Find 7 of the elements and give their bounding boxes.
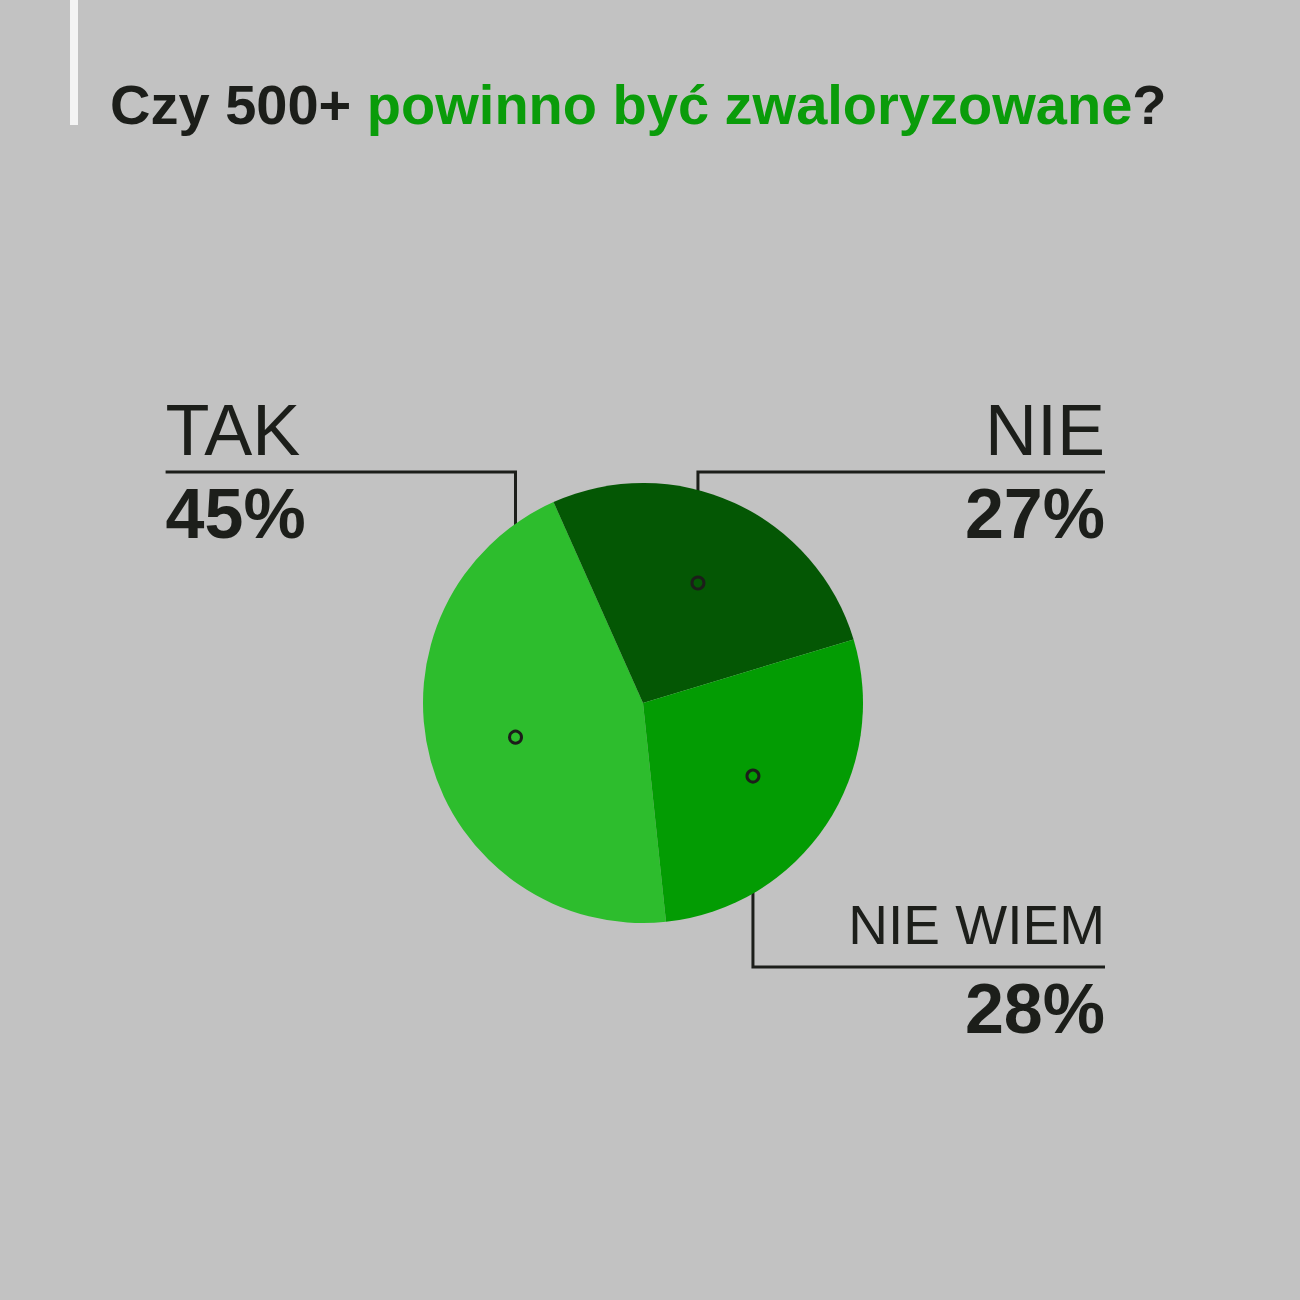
chart-title: Czy 500+ powinno być zwaloryzowane? <box>110 73 1167 136</box>
slice-label: TAK <box>165 390 301 470</box>
data-label: 27% <box>964 475 1105 553</box>
slice-label: NIE <box>984 390 1105 470</box>
slice-label: NIE WIEM <box>848 894 1105 956</box>
data-label: 28% <box>964 970 1105 1048</box>
data-label: 45% <box>165 475 306 553</box>
